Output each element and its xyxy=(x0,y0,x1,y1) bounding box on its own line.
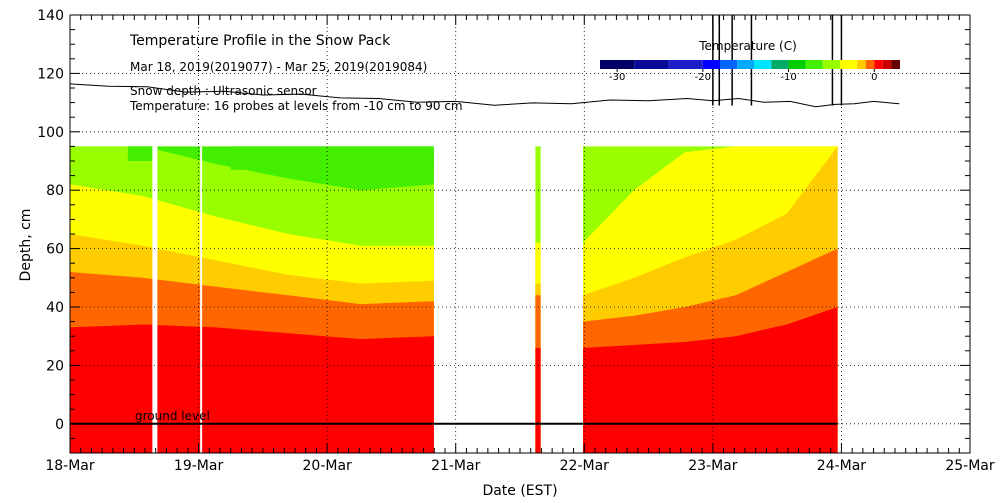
colorbar-tick-label-3: 0 xyxy=(871,72,877,83)
x-axis-label: Date (EST) xyxy=(482,483,557,499)
data-gap-0-1 xyxy=(200,146,203,453)
note-snow-depth: Snow depth : Ultrasonic sensor xyxy=(130,84,317,98)
colorbar-segment-11 xyxy=(840,60,858,69)
colorbar-segment-7 xyxy=(771,60,789,69)
colorbar-segment-2 xyxy=(668,60,703,69)
y-tick-labels: 0 20 40 60 80 100 120 140 xyxy=(37,8,64,433)
chart-title: Temperature Profile in the Snow Pack xyxy=(129,33,391,49)
y-tick-label-1: 20 xyxy=(46,358,64,374)
data-gap-0-0 xyxy=(152,146,158,453)
x-tick-label-5: 23-Mar xyxy=(688,458,738,474)
x-tick-label-2: 20-Mar xyxy=(303,458,353,474)
colorbar-segment-12 xyxy=(857,60,866,69)
colorbar-tick-label-0: -30 xyxy=(609,72,625,83)
colorbar-tick-label-2: -10 xyxy=(780,72,796,83)
colorbar-segment-16 xyxy=(891,60,900,69)
colorbar-ticks: -30 -20 -10 0 xyxy=(609,69,877,83)
colorbar-segment-14 xyxy=(874,60,883,69)
chart-subtitle: Mar 18, 2019(2019077) - Mar 25, 2019(201… xyxy=(130,60,427,74)
colorbar-label: Temperature (C) xyxy=(698,39,797,53)
axis-ticks xyxy=(69,14,971,454)
ground-level-label: ground level xyxy=(135,409,210,423)
colorbar-segment-1 xyxy=(634,60,669,69)
data-gaps xyxy=(152,146,203,453)
green-patch-0-0 xyxy=(127,146,154,161)
colorbar-segment-8 xyxy=(788,60,806,69)
x-tick-label-0: 18-Mar xyxy=(45,458,95,474)
colorbar: -30 -20 -10 0 Temperature (C) xyxy=(600,39,900,83)
colorbar-segment-10 xyxy=(822,60,840,69)
snow-depth-series xyxy=(69,83,900,108)
colorbar-segment-3 xyxy=(702,60,720,69)
colorbar-segment-9 xyxy=(805,60,823,69)
colorbar-segments xyxy=(600,60,900,69)
y-tick-label-2: 40 xyxy=(46,300,64,316)
x-tick-labels: 18-Mar 19-Mar 20-Mar 21-Mar 22-Mar 23-Mar 24-M… xyxy=(45,458,995,474)
colorbar-segment-15 xyxy=(882,60,892,69)
x-tick-label-1: 19-Mar xyxy=(174,458,224,474)
x-tick-label-3: 21-Mar xyxy=(431,458,481,474)
temperature-bands xyxy=(70,146,838,453)
y-tick-label-3: 60 xyxy=(46,242,64,258)
colorbar-segment-6 xyxy=(754,60,772,69)
y-tick-label-7: 140 xyxy=(37,8,64,24)
x-tick-label-6: 24-Mar xyxy=(817,458,867,474)
colorbar-segment-5 xyxy=(737,60,755,69)
band-2-0 xyxy=(583,307,838,453)
colorbar-segment-13 xyxy=(865,60,875,69)
y-tick-label-5: 100 xyxy=(37,125,64,141)
y-axis-label: Depth, cm xyxy=(18,209,34,282)
colorbar-segment-0 xyxy=(600,60,635,69)
y-tick-label-0: 0 xyxy=(55,417,64,433)
band-0-0 xyxy=(70,324,434,453)
colorbar-segment-4 xyxy=(720,60,738,69)
colorbar-tick-label-1: -20 xyxy=(695,72,711,83)
band-1-0 xyxy=(535,347,541,453)
x-tick-label-4: 22-Mar xyxy=(560,458,610,474)
y-tick-label-6: 120 xyxy=(37,66,64,82)
green-patch-0-1 xyxy=(230,146,434,170)
x-tick-label-7: 25-Mar xyxy=(945,458,995,474)
note-temperature: Temperature: 16 probes at levels from -1… xyxy=(129,99,463,113)
y-tick-label-4: 80 xyxy=(46,183,64,199)
